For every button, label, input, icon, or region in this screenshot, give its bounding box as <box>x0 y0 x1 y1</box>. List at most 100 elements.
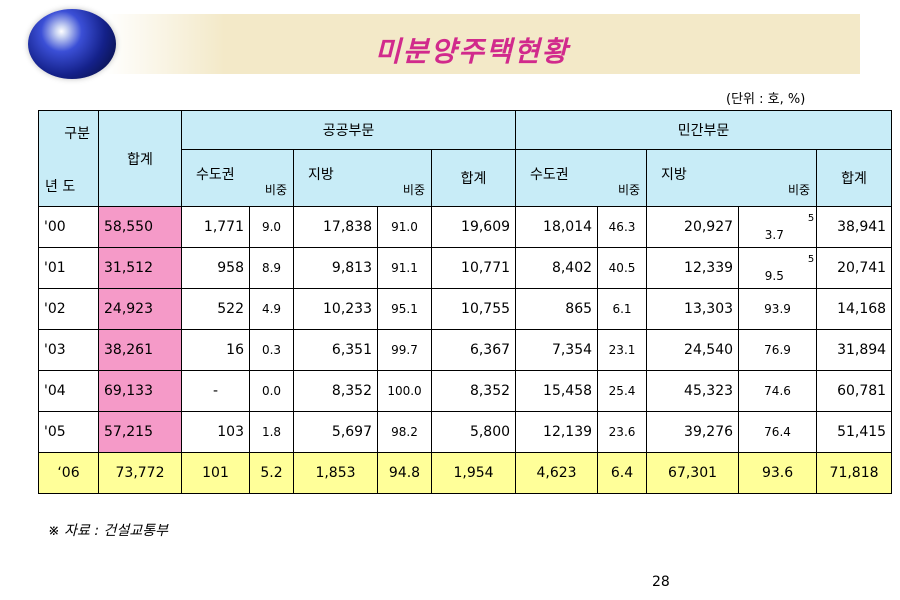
year-cell: '03 <box>38 329 99 371</box>
source-note: ※ 자료 : 건설교통부 <box>48 523 168 539</box>
private-metro-cell: 8,402 <box>515 247 599 289</box>
private-region-cell: 12,339 <box>646 247 740 289</box>
private-sum-cell: 31,894 <box>816 329 893 371</box>
public-region-ratio-cell: 95.1 <box>377 288 432 330</box>
public-region-cell: 17,838 <box>293 206 378 248</box>
year-cell: '04 <box>38 370 99 412</box>
public-sum-cell: 5,800 <box>430 411 517 453</box>
public-sum-cell: 6,367 <box>430 329 517 371</box>
public-metro-ratio-cell: 4.9 <box>249 288 294 330</box>
private-metro-label: 수도권 <box>530 167 569 183</box>
public-region-ratio-cell: 94.8 <box>377 452 432 494</box>
public-metro-ratio-cell: 9.0 <box>249 206 294 248</box>
table-row: '05 57,215 103 1.8 5,697 98.2 5,800 12,1… <box>38 411 893 453</box>
total-header: 합계 <box>98 110 182 207</box>
total-cell: 38,261 <box>98 329 182 371</box>
globe-icon <box>28 9 116 79</box>
table-row: '01 31,512 958 8.9 9,813 91.1 10,771 8,4… <box>38 247 893 289</box>
public-region-cell: 6,351 <box>293 329 378 371</box>
public-metro-header: 수도권 비중 <box>181 149 294 207</box>
total-cell: 69,133 <box>98 370 182 412</box>
year-cell: '00 <box>38 206 99 248</box>
private-sum-cell: 51,415 <box>816 411 893 453</box>
public-metro-ratio-cell: 1.8 <box>249 411 294 453</box>
private-region-label: 지방 <box>661 167 687 183</box>
public-region-header: 지방 비중 <box>293 149 432 207</box>
total-cell: 58,550 <box>98 206 182 248</box>
unsold-housing-table: 구분 년 도 합계 공공부문 민간부문 수도권 비중 지방 비중 합계 수도권 … <box>38 110 893 494</box>
public-region-ratio-cell: 99.7 <box>377 329 432 371</box>
private-metro-cell: 18,014 <box>515 206 599 248</box>
private-region-ratio-cell: 3.75 <box>738 206 818 248</box>
private-region-cell: 24,540 <box>646 329 740 371</box>
public-metro-cell: 103 <box>181 411 250 453</box>
private-metro-ratio-cell: 40.5 <box>597 247 648 289</box>
public-region-ratio-cell: 91.1 <box>377 247 432 289</box>
year-cell: '02 <box>38 288 99 330</box>
page-number: 28 <box>652 574 670 590</box>
private-metro-cell: 15,458 <box>515 370 599 412</box>
table-row: '02 24,923 522 4.9 10,233 95.1 10,755 86… <box>38 288 893 330</box>
ratio-value: 3.7 <box>764 228 784 242</box>
private-metro-ratio-cell: 23.6 <box>597 411 648 453</box>
public-metro-cell: - <box>181 370 250 412</box>
private-metro-ratio-cell: 6.1 <box>597 288 648 330</box>
table-row: '00 58,550 1,771 9.0 17,838 91.0 19,609 … <box>38 206 893 248</box>
public-region-cell: 10,233 <box>293 288 378 330</box>
public-metro-label: 수도권 <box>196 167 235 183</box>
total-cell: 73,772 <box>98 452 182 494</box>
public-metro-cell: 101 <box>181 452 250 494</box>
private-metro-cell: 12,139 <box>515 411 599 453</box>
private-region-ratio-cell: 74.6 <box>738 370 818 412</box>
year-cell: '05 <box>38 411 99 453</box>
private-metro-header: 수도권 비중 <box>515 149 648 207</box>
public-region-cell: 9,813 <box>293 247 378 289</box>
public-subtotal-header: 합계 <box>430 149 517 207</box>
public-metro-ratio-cell: 8.9 <box>249 247 294 289</box>
private-region-cell: 39,276 <box>646 411 740 453</box>
private-metro-ratio-cell: 46.3 <box>597 206 648 248</box>
table-row: '04 69,133 - 0.0 8,352 100.0 8,352 15,45… <box>38 370 893 412</box>
ratio-value: 9.5 <box>764 269 784 283</box>
public-sum-cell: 10,771 <box>430 247 517 289</box>
public-region-ratio-label: 비중 <box>402 183 425 197</box>
public-sum-cell: 8,352 <box>430 370 517 412</box>
public-region-cell: 1,853 <box>293 452 378 494</box>
public-region-label: 지방 <box>308 167 334 183</box>
total-cell: 57,215 <box>98 411 182 453</box>
private-region-ratio-label: 비중 <box>787 183 811 197</box>
corner-year-label: 년 도 <box>45 179 76 195</box>
private-region-ratio-cell: 76.4 <box>738 411 818 453</box>
public-sum-cell: 19,609 <box>430 206 517 248</box>
public-region-cell: 5,697 <box>293 411 378 453</box>
public-metro-ratio-cell: 0.0 <box>249 370 294 412</box>
public-metro-ratio-cell: 0.3 <box>249 329 294 371</box>
public-region-ratio-cell: 91.0 <box>377 206 432 248</box>
private-sum-cell: 71,818 <box>816 452 893 494</box>
private-region-cell: 67,301 <box>646 452 740 494</box>
private-region-cell: 20,927 <box>646 206 740 248</box>
public-metro-cell: 1,771 <box>181 206 250 248</box>
private-metro-ratio-cell: 23.1 <box>597 329 648 371</box>
total-cell: 24,923 <box>98 288 182 330</box>
year-cell: '01 <box>38 247 99 289</box>
footnote-mark: 5 <box>807 254 815 265</box>
public-sum-cell: 1,954 <box>430 452 517 494</box>
public-metro-cell: 522 <box>181 288 250 330</box>
private-sum-cell: 20,741 <box>816 247 893 289</box>
private-subtotal-header: 합계 <box>816 149 893 207</box>
private-region-ratio-cell: 93.9 <box>738 288 818 330</box>
table-row: '03 38,261 16 0.3 6,351 99.7 6,367 7,354… <box>38 329 893 371</box>
private-metro-cell: 7,354 <box>515 329 599 371</box>
unit-label: (단위 : 호, %) <box>726 92 806 107</box>
private-metro-cell: 4,623 <box>515 452 599 494</box>
public-metro-ratio-label: 비중 <box>264 183 287 197</box>
private-sum-cell: 14,168 <box>816 288 893 330</box>
year-cell: ‘06 <box>38 452 99 494</box>
private-sector-header: 민간부문 <box>515 110 893 150</box>
private-metro-cell: 865 <box>515 288 599 330</box>
private-metro-ratio-cell: 25.4 <box>597 370 648 412</box>
public-metro-cell: 958 <box>181 247 250 289</box>
public-metro-cell: 16 <box>181 329 250 371</box>
private-region-header: 지방 비중 <box>646 149 818 207</box>
